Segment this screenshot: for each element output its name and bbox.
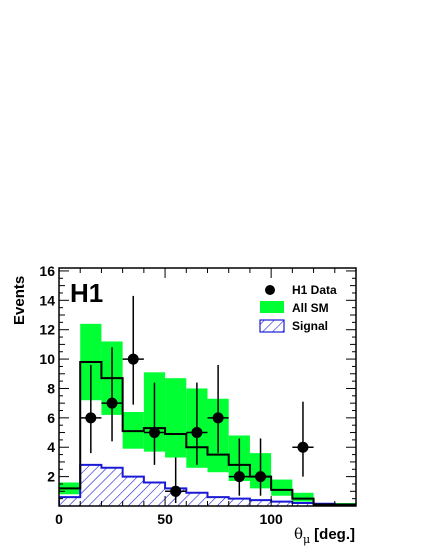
data-point-marker	[212, 412, 224, 424]
signal-bin	[207, 497, 229, 506]
data-point	[101, 347, 123, 442]
data-point-marker	[127, 353, 139, 365]
data-point	[80, 364, 102, 454]
x-axis-title: θμ [deg.]	[294, 525, 355, 546]
legend-label-sm: All SM	[292, 301, 329, 315]
sm-histogram	[59, 361, 356, 506]
y-tick-label: 4	[47, 439, 55, 455]
sm-step-line	[59, 361, 356, 506]
data-point	[122, 295, 144, 405]
y-axis-title: Events	[11, 276, 28, 325]
signal-bin	[122, 476, 144, 506]
data-point-marker	[255, 471, 267, 483]
signal-bin	[271, 501, 293, 506]
sm-band-bin	[292, 492, 314, 502]
data-point	[143, 382, 166, 465]
data-point-marker	[106, 397, 118, 409]
legend-item-sm: All SM	[260, 301, 329, 315]
signal-outline	[59, 463, 356, 506]
signal-histogram	[59, 463, 356, 506]
data-point	[165, 457, 187, 504]
data-point-marker	[85, 412, 97, 424]
data-point-marker	[233, 471, 245, 483]
legend-item-data: H1 Data	[265, 283, 337, 297]
data-point-marker	[170, 485, 182, 497]
signal-bin	[80, 464, 102, 506]
signal-bin	[59, 497, 81, 506]
data-point-marker	[297, 441, 309, 453]
legend-item-signal: Signal	[259, 319, 328, 333]
legend-marker-data	[265, 285, 275, 295]
data-point-marker	[191, 427, 203, 439]
x-axis-subscript: μ	[303, 533, 310, 546]
data-point-marker	[148, 427, 160, 439]
data-point	[186, 382, 208, 465]
y-tick-label: 6	[47, 410, 55, 426]
x-tick-label: 50	[157, 511, 173, 527]
plot-area	[59, 295, 356, 506]
y-tick-label: 8	[47, 380, 55, 396]
signal-bin	[143, 482, 166, 506]
data-points	[80, 295, 314, 504]
x-axis-unit: [deg.]	[314, 526, 355, 543]
data-point	[207, 364, 229, 454]
y-tick-label: 10	[39, 351, 55, 367]
data-point	[249, 438, 272, 496]
sm-band-bin	[271, 479, 293, 496]
signal-bin	[292, 503, 314, 506]
x-axis-symbol: θ	[294, 525, 303, 543]
signal-bin	[186, 492, 208, 506]
x-tick-label: 0	[55, 511, 63, 527]
sm-band-bin	[165, 378, 187, 458]
data-point	[228, 438, 250, 496]
y-tick-label: 14	[39, 292, 55, 308]
signal-bin	[228, 498, 250, 506]
experiment-label: H1	[70, 278, 103, 308]
signal-bin	[249, 500, 272, 506]
y-tick-label: 12	[39, 322, 55, 338]
legend-swatch-sm	[260, 301, 284, 313]
axis-ticks	[59, 268, 356, 506]
tick-labels: 0 50 100 2 4 6 8 10 12 14 16	[39, 263, 283, 527]
legend: H1 Data All SM Signal	[259, 283, 337, 333]
y-tick-label: 2	[47, 469, 55, 485]
x-tick-label: 100	[259, 511, 283, 527]
legend-swatch-signal	[259, 319, 285, 333]
legend-label-signal: Signal	[292, 319, 328, 333]
y-tick-label: 16	[39, 263, 55, 279]
signal-bin	[101, 467, 123, 506]
data-point	[292, 401, 314, 477]
legend-label-data: H1 Data	[292, 283, 337, 297]
